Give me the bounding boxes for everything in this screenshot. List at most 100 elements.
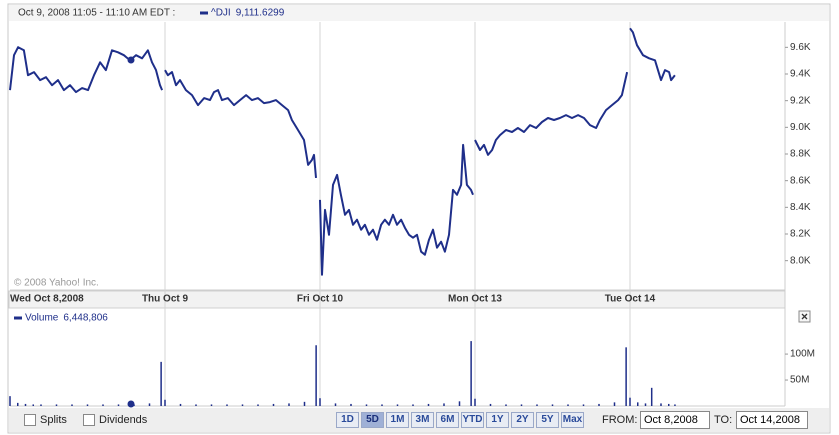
volume-bar (17, 402, 19, 406)
y-tick-label: 9.2K (790, 95, 811, 106)
date-strip (8, 290, 786, 309)
volume-bar (598, 403, 600, 406)
range-button[interactable]: 5D (361, 412, 384, 428)
x-tick-label: Mon Oct 13 (448, 294, 502, 305)
volume-bar (644, 403, 647, 406)
volume-bar (24, 403, 27, 406)
legend-swatch (200, 11, 208, 15)
volume-bar (288, 403, 290, 406)
y-tick-label: 8.0K (790, 255, 811, 266)
range-button[interactable]: 1M (386, 412, 409, 428)
from-label: FROM: (602, 414, 638, 426)
volume-bar (365, 404, 368, 406)
volume-bar (160, 361, 162, 406)
splits-label: Splits (40, 414, 67, 426)
volume-bar (582, 404, 585, 406)
y-tick-label: 8.2K (790, 229, 811, 240)
volume-bar (536, 404, 538, 406)
volume-bar (381, 404, 383, 406)
volume-bar (443, 403, 445, 406)
volume-bar (567, 404, 569, 406)
range-button[interactable]: 3M (411, 412, 434, 428)
y-tick-label: 9.0K (790, 122, 811, 133)
volume-bar (551, 404, 554, 406)
to-input[interactable]: Oct 14,2008 (736, 411, 808, 429)
volume-bar (319, 398, 321, 406)
volume-bar (55, 404, 58, 406)
range-button[interactable]: 5Y (536, 412, 559, 428)
legend-name: ^DJI (211, 8, 231, 19)
volume-bar (427, 403, 430, 406)
volume-bar (102, 404, 104, 406)
from-input[interactable]: Oct 8,2008 (640, 411, 710, 429)
splits-checkbox[interactable] (24, 414, 36, 426)
volume-bar (625, 347, 627, 406)
x-tick-label: Tue Oct 14 (605, 294, 656, 305)
volume-bar (505, 404, 507, 406)
legend-swatch (14, 316, 22, 320)
volume-bar (241, 404, 244, 406)
volume-bar (613, 402, 616, 406)
dividends-checkbox[interactable] (83, 414, 95, 426)
y-tick-label: 50M (790, 375, 809, 386)
x-tick-label: Fri Oct 10 (297, 294, 344, 305)
range-button[interactable]: 6M (436, 412, 459, 428)
price-line (9, 27, 676, 276)
volume-bar (272, 403, 275, 406)
range-button[interactable]: 2Y (511, 412, 534, 428)
volume-bar (40, 404, 42, 406)
volume-bar (195, 404, 197, 406)
volume-bar (520, 404, 523, 406)
volume-bar (489, 403, 492, 406)
range-button[interactable]: Max (561, 412, 584, 428)
legend-value: 6,448,806 (63, 313, 108, 324)
volume-bar (71, 404, 73, 406)
close-icon (801, 313, 808, 320)
volume-bar (458, 401, 461, 406)
volume-bar (350, 403, 352, 406)
volume-bar (334, 403, 337, 406)
volume-bar (164, 399, 166, 406)
volume-bar (668, 403, 670, 406)
volume-bar (637, 402, 639, 406)
y-tick-label: 8.4K (790, 202, 811, 213)
x-tick-label: Thu Oct 9 (142, 294, 189, 305)
volume-bar (133, 404, 135, 406)
y-tick-label: 8.6K (790, 175, 811, 186)
volume-bar (148, 403, 151, 406)
hover-dot (127, 400, 135, 408)
volume-bar (412, 404, 414, 406)
volume-bar (86, 404, 89, 406)
to-label: TO: (714, 414, 733, 426)
copyright: © 2008 Yahoo! Inc. (14, 278, 99, 289)
y-tick-label: 9.4K (790, 69, 811, 80)
volume-bar (257, 404, 259, 406)
range-button[interactable]: 1D (336, 412, 359, 428)
range-button[interactable]: 1Y (486, 412, 509, 428)
range-button[interactable]: YTD (461, 412, 484, 428)
legend-name: Volume (25, 313, 59, 324)
volume-bar (117, 404, 120, 406)
header-time: Oct 9, 2008 11:05 - 11:10 AM EDT : (18, 8, 175, 19)
volume-bar (9, 396, 11, 406)
legend-value: 9,111.6299 (236, 8, 285, 19)
volume-bar (303, 401, 306, 406)
y-tick-label: 8.8K (790, 149, 811, 160)
volume-bar (226, 404, 228, 406)
volume-bar (650, 387, 653, 406)
volume-bar (674, 404, 676, 406)
volume-bar (396, 404, 399, 406)
header-bar (9, 5, 829, 21)
frame (7, 3, 831, 434)
dividends-label: Dividends (99, 414, 148, 426)
volume-bar (210, 404, 213, 406)
volume-bar (474, 398, 476, 406)
y-tick-label: 9.6K (790, 42, 811, 53)
volume-bar (315, 345, 317, 406)
volume-bar (660, 403, 662, 406)
volume-bar (470, 341, 472, 406)
y-tick-label: 100M (790, 349, 815, 360)
volume-bar (629, 397, 631, 406)
